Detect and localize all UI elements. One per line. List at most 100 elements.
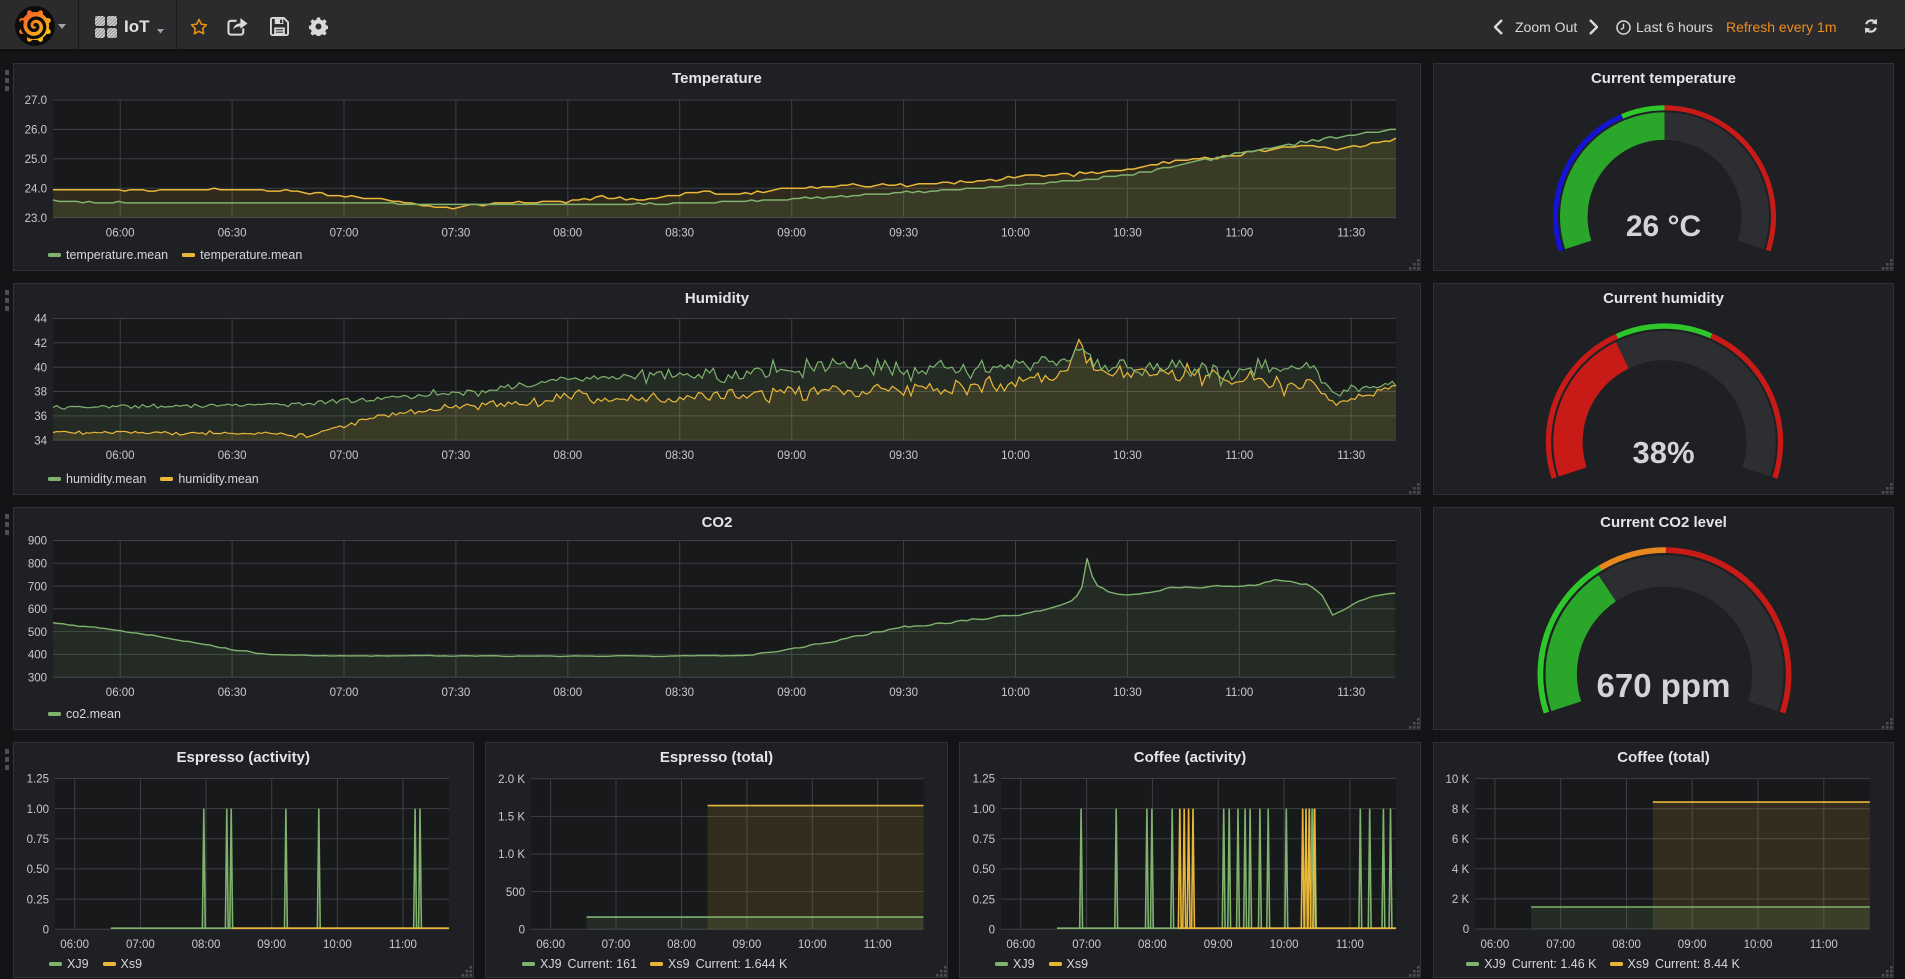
svg-text:6 K: 6 K (1452, 834, 1470, 846)
svg-text:10:00: 10:00 (323, 939, 352, 951)
svg-text:40: 40 (34, 362, 47, 374)
svg-text:09:00: 09:00 (1678, 939, 1707, 951)
svg-text:06:30: 06:30 (218, 687, 247, 699)
svg-text:1.5 K: 1.5 K (498, 812, 525, 824)
svg-text:0: 0 (43, 924, 49, 936)
svg-text:08:00: 08:00 (553, 228, 582, 240)
svg-text:10:00: 10:00 (1744, 939, 1773, 951)
svg-text:24.0: 24.0 (25, 183, 47, 195)
svg-text:07:30: 07:30 (442, 450, 471, 462)
svg-text:11:00: 11:00 (1225, 450, 1253, 462)
svg-text:0.25: 0.25 (27, 894, 49, 906)
svg-text:08:30: 08:30 (665, 450, 694, 462)
svg-text:8 K: 8 K (1452, 804, 1470, 816)
svg-text:0.75: 0.75 (973, 834, 995, 846)
svg-text:06:00: 06:00 (106, 687, 135, 699)
svg-text:07:00: 07:00 (330, 687, 359, 699)
svg-text:10:00: 10:00 (1001, 450, 1030, 462)
svg-text:09:30: 09:30 (889, 450, 918, 462)
svg-text:1.25: 1.25 (27, 774, 49, 786)
svg-text:07:00: 07:00 (126, 939, 155, 951)
svg-text:08:00: 08:00 (667, 939, 696, 951)
svg-text:36: 36 (34, 411, 47, 423)
svg-text:38: 38 (34, 387, 47, 399)
svg-text:11:30: 11:30 (1337, 687, 1365, 699)
svg-text:09:00: 09:00 (733, 939, 762, 951)
svg-text:0.75: 0.75 (27, 834, 49, 846)
svg-text:07:30: 07:30 (442, 228, 471, 240)
svg-text:06:00: 06:00 (60, 939, 89, 951)
svg-text:08:00: 08:00 (192, 939, 221, 951)
svg-text:800: 800 (28, 559, 47, 571)
svg-text:08:30: 08:30 (665, 687, 694, 699)
svg-text:09:00: 09:00 (777, 228, 806, 240)
svg-text:08:00: 08:00 (553, 450, 582, 462)
svg-text:500: 500 (28, 627, 47, 639)
svg-text:06:30: 06:30 (218, 450, 247, 462)
svg-text:10:00: 10:00 (798, 939, 827, 951)
svg-text:09:30: 09:30 (889, 687, 918, 699)
svg-text:500: 500 (506, 887, 525, 899)
svg-text:11:00: 11:00 (389, 939, 417, 951)
svg-text:09:00: 09:00 (1204, 939, 1233, 951)
svg-text:10:00: 10:00 (1001, 228, 1030, 240)
svg-text:06:00: 06:00 (106, 228, 135, 240)
svg-text:09:30: 09:30 (889, 228, 918, 240)
svg-text:11:30: 11:30 (1337, 450, 1365, 462)
svg-text:1.25: 1.25 (973, 774, 995, 786)
svg-text:0.50: 0.50 (27, 864, 49, 876)
svg-text:34: 34 (34, 435, 47, 447)
svg-text:23.0: 23.0 (25, 213, 47, 225)
svg-text:0: 0 (989, 924, 995, 936)
svg-text:09:00: 09:00 (777, 450, 806, 462)
svg-text:07:30: 07:30 (442, 687, 471, 699)
svg-text:11:00: 11:00 (864, 939, 892, 951)
svg-text:08:00: 08:00 (1138, 939, 1167, 951)
svg-text:11:00: 11:00 (1225, 687, 1253, 699)
svg-text:25.0: 25.0 (25, 154, 47, 166)
svg-text:09:00: 09:00 (257, 939, 286, 951)
svg-text:10:30: 10:30 (1113, 450, 1142, 462)
svg-text:1.00: 1.00 (973, 804, 995, 816)
svg-text:700: 700 (28, 581, 47, 593)
svg-text:1.00: 1.00 (27, 804, 49, 816)
svg-text:0.25: 0.25 (973, 894, 995, 906)
svg-text:06:30: 06:30 (218, 228, 247, 240)
svg-text:07:00: 07:00 (1072, 939, 1101, 951)
svg-text:07:00: 07:00 (330, 450, 359, 462)
svg-text:300: 300 (28, 672, 47, 684)
svg-text:0: 0 (519, 924, 525, 936)
svg-text:600: 600 (28, 604, 47, 616)
svg-text:44: 44 (34, 314, 47, 326)
svg-text:11:00: 11:00 (1810, 939, 1838, 951)
svg-text:06:00: 06:00 (1481, 939, 1510, 951)
svg-text:07:00: 07:00 (602, 939, 631, 951)
svg-text:08:30: 08:30 (665, 228, 694, 240)
svg-text:06:00: 06:00 (106, 450, 135, 462)
svg-text:11:00: 11:00 (1336, 939, 1364, 951)
svg-text:2.0 K: 2.0 K (498, 774, 525, 786)
svg-text:0: 0 (1463, 924, 1469, 936)
svg-text:08:00: 08:00 (553, 687, 582, 699)
svg-text:900: 900 (28, 536, 47, 548)
svg-text:400: 400 (28, 650, 47, 662)
svg-text:11:30: 11:30 (1337, 228, 1365, 240)
svg-text:10:00: 10:00 (1270, 939, 1299, 951)
svg-text:07:00: 07:00 (330, 228, 359, 240)
svg-text:10:00: 10:00 (1001, 687, 1030, 699)
svg-text:10 K: 10 K (1446, 774, 1470, 786)
svg-text:06:00: 06:00 (1006, 939, 1035, 951)
svg-text:0.50: 0.50 (973, 864, 995, 876)
svg-text:4 K: 4 K (1452, 864, 1470, 876)
svg-text:42: 42 (34, 338, 47, 350)
svg-text:2 K: 2 K (1452, 894, 1470, 906)
svg-text:27.0: 27.0 (25, 95, 47, 107)
svg-text:06:00: 06:00 (536, 939, 565, 951)
svg-text:09:00: 09:00 (777, 687, 806, 699)
svg-text:10:30: 10:30 (1113, 228, 1142, 240)
svg-text:10:30: 10:30 (1113, 687, 1142, 699)
svg-text:26.0: 26.0 (25, 125, 47, 137)
svg-text:07:00: 07:00 (1546, 939, 1575, 951)
svg-text:1.0 K: 1.0 K (498, 849, 525, 861)
svg-text:08:00: 08:00 (1612, 939, 1641, 951)
